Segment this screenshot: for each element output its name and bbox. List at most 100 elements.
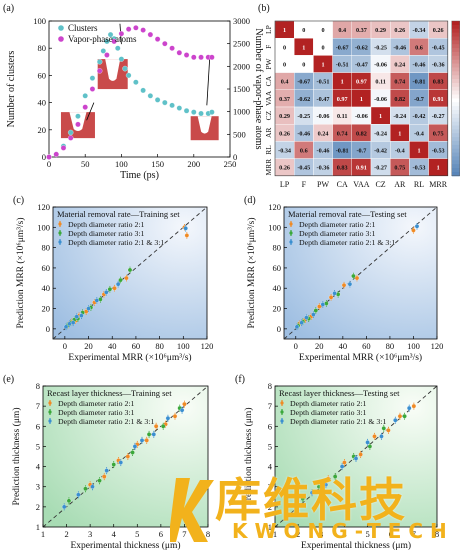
data-point-a-s1 <box>133 25 139 31</box>
heatmap-value: 0 <box>302 62 305 69</box>
heatmap-frame <box>274 20 449 177</box>
data-point <box>144 438 149 443</box>
x-tick-label: 4 <box>112 529 117 539</box>
data-point-a-s0 <box>169 102 175 109</box>
heatmap-value: -0.46 <box>297 130 310 137</box>
legend-label-a: Vapor-phase atoms <box>68 34 137 44</box>
data-point <box>118 277 123 283</box>
heatmap-col-label: LP <box>280 180 290 189</box>
data-point <box>365 440 370 445</box>
panel-label-b: (b) <box>258 3 270 14</box>
legend-marker-dot <box>58 231 62 235</box>
colorbar-segment <box>451 140 460 146</box>
x-tick-label: 3 <box>88 529 92 539</box>
data-point-a-s0 <box>191 109 197 115</box>
data-point <box>406 405 412 411</box>
data-point <box>323 482 329 487</box>
legend-marker-dot <box>289 222 293 226</box>
data-point-a-s1 <box>154 36 161 42</box>
heatmap-value: -0.06 <box>355 113 368 120</box>
panel-label-d: (d) <box>244 195 256 206</box>
x-tick-label: 80 <box>155 341 164 351</box>
heatmap-value: 0.29 <box>375 27 386 34</box>
heatmap-row-label: CA <box>264 75 273 86</box>
data-point <box>139 438 145 443</box>
y-tick-label: 60 <box>273 263 282 273</box>
colorbar-segment <box>451 21 460 26</box>
crater-inset-2-hole <box>105 59 121 81</box>
x-tick-label: 6 <box>389 529 393 539</box>
data-point <box>294 324 300 330</box>
heatmap-value: -0.46 <box>393 44 406 51</box>
data-point <box>118 460 124 465</box>
data-point <box>86 306 91 311</box>
data-point-a-s1 <box>176 49 183 56</box>
data-point-a-s0 <box>122 65 128 72</box>
reference-line <box>283 206 438 340</box>
data-point-a-s1 <box>118 30 125 37</box>
data-point <box>411 403 417 409</box>
heatmap-value: -0.81 <box>336 148 349 155</box>
data-point-a-s0 <box>115 45 121 51</box>
heatmap-value: -0.47 <box>317 96 330 103</box>
x-tick-label-a: 0 <box>47 159 51 169</box>
x-tick-label: 120 <box>431 341 444 351</box>
heatmap-value: -0.62 <box>355 44 368 51</box>
panel-label-c: (c) <box>13 195 24 206</box>
colorbar-segment <box>451 148 460 154</box>
x-tick-label: 2 <box>64 529 68 539</box>
data-point <box>132 444 138 449</box>
data-point <box>339 464 345 469</box>
data-point <box>76 492 81 498</box>
y2-tick-label-a: 500 <box>233 129 246 139</box>
data-point <box>153 424 159 429</box>
y-tick-label: 120 <box>37 202 50 212</box>
data-point <box>353 456 359 461</box>
colorbar-segment <box>451 67 460 72</box>
y-axis-label: Prediction MRR (×10⁶μm³/s) <box>246 217 257 328</box>
data-point <box>358 452 363 457</box>
heatmap-value: 0.26 <box>279 165 290 172</box>
data-point <box>372 434 377 439</box>
data-point <box>111 462 116 467</box>
data-point-a-s1 <box>125 26 132 32</box>
y2-tick-label-a: 2500 <box>233 39 250 49</box>
y-axis-label: Prediction thickness (μm) <box>11 408 22 506</box>
data-point <box>165 415 171 421</box>
y-tick-label: 80 <box>273 243 282 253</box>
colorbar-segment <box>451 117 460 123</box>
legend-label: Depth diameter ratio 2:1 <box>299 220 376 229</box>
data-point <box>325 476 331 481</box>
heatmap-row-label: PW <box>264 57 273 69</box>
data-point <box>332 474 338 479</box>
chart-title: Recast layer thickness—Testing set <box>279 388 400 398</box>
data-point <box>112 285 117 291</box>
heatmap-value: -0.24 <box>374 130 387 137</box>
colorbar-segment <box>451 63 460 68</box>
data-point <box>393 417 398 423</box>
y-tick-label-a: 20 <box>38 125 47 135</box>
y-tick-label: 7 <box>36 401 40 411</box>
chart-title: Material removal rate—Testing set <box>288 209 407 219</box>
y-tick-label: 40 <box>42 283 51 293</box>
y-tick-label: 8 <box>36 381 40 391</box>
heatmap-value: 0.75 <box>394 165 405 172</box>
x-tick-label-a: 150 <box>151 159 164 169</box>
x-tick-label: 120 <box>201 341 214 351</box>
heatmap-value: -0.62 <box>297 96 310 103</box>
data-point-a-s0 <box>133 79 139 85</box>
legend-label: Depth diameter ratio 3:1 <box>58 408 135 417</box>
heatmap-value: 0 <box>302 27 305 34</box>
y-tick-label-a: 100 <box>33 16 46 26</box>
x-tick-label: 5 <box>365 529 369 539</box>
data-point <box>74 314 79 319</box>
legend-label: Depth diameter ratio 3:1 <box>299 229 376 238</box>
x-tick-label: 40 <box>339 341 348 351</box>
data-point-a-s0 <box>96 59 103 65</box>
chart-title: Recast layer thickness—Training set <box>47 388 172 398</box>
y2-tick-label-a: 1000 <box>233 107 250 117</box>
data-point <box>125 454 131 459</box>
colorbar-segment <box>451 110 460 115</box>
y-tick-label-a: 60 <box>38 70 47 80</box>
heatmap-value: 1 <box>398 130 401 137</box>
